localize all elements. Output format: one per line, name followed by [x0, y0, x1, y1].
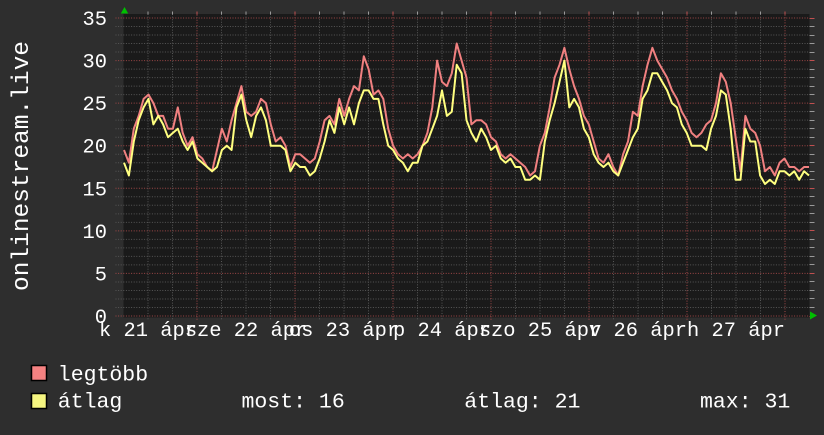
- svg-text:h 27 ápr: h 27 ápr: [687, 320, 785, 343]
- svg-text:0: 0: [95, 307, 107, 330]
- svg-text:25: 25: [83, 94, 107, 117]
- svg-text:k 21 ápr: k 21 ápr: [99, 320, 197, 343]
- svg-text:legtöbb: legtöbb: [58, 364, 148, 388]
- svg-text:átlag: átlag: [58, 391, 123, 415]
- svg-text:onlinestream.live: onlinestream.live: [9, 41, 36, 291]
- svg-text:max: 31: max: 31: [700, 391, 790, 415]
- svg-text:10: 10: [83, 222, 107, 245]
- svg-text:p 24 ápr: p 24 ápr: [393, 320, 491, 343]
- svg-text:v 26 ápr: v 26 ápr: [589, 320, 687, 343]
- svg-text:30: 30: [83, 52, 107, 75]
- svg-text:sze 22 ápr: sze 22 ápr: [185, 320, 307, 343]
- svg-text:most: 16: most: 16: [242, 391, 345, 415]
- svg-text:cs 23 ápr: cs 23 ápr: [289, 320, 399, 343]
- svg-text:átlag: 21: átlag: 21: [464, 391, 580, 415]
- svg-text:20: 20: [83, 137, 107, 160]
- svg-text:5: 5: [95, 264, 107, 287]
- svg-text:35: 35: [83, 9, 107, 32]
- svg-text:szo 25 ápr: szo 25 ápr: [479, 320, 601, 343]
- svg-text:15: 15: [83, 179, 107, 202]
